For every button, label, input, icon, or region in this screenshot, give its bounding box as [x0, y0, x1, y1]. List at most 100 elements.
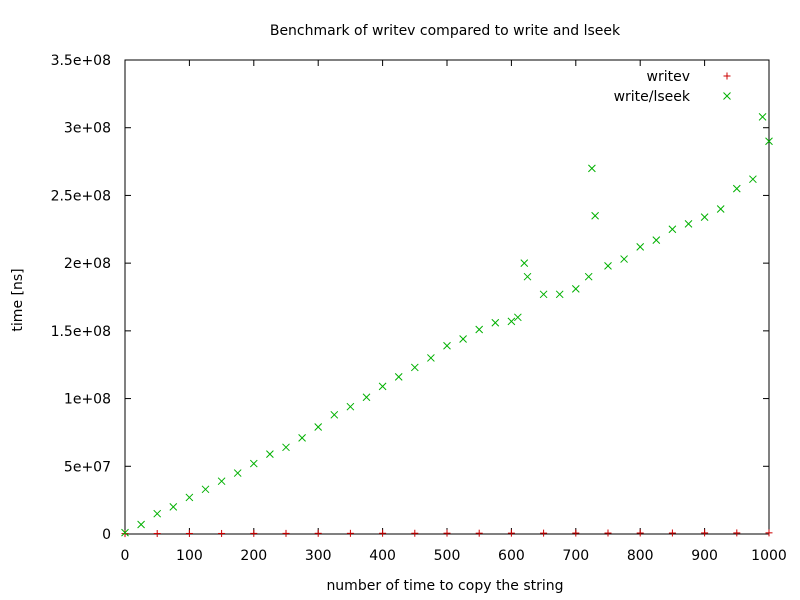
y-tick-label: 3e+08: [64, 121, 111, 137]
data-points: [121, 113, 773, 538]
legend-marker-writev: [723, 72, 731, 80]
series-0: [121, 529, 773, 538]
data-point: [411, 529, 419, 537]
data-point: [233, 469, 242, 477]
legend-marker-write-lseek: [723, 92, 731, 100]
data-point: [314, 529, 322, 537]
data-point: [555, 290, 564, 299]
y-tick-label: 3.5e+08: [51, 53, 111, 69]
data-point: [636, 529, 644, 537]
x-tick-label: 200: [240, 548, 267, 564]
data-point: [540, 529, 548, 537]
data-point: [443, 341, 451, 350]
data-point: [701, 529, 709, 537]
data-point: [121, 530, 129, 538]
x-tick-label: 1000: [751, 548, 787, 564]
data-point: [475, 529, 483, 537]
y-tick-label: 0: [102, 527, 111, 543]
data-point: [153, 530, 161, 538]
y-tick-label: 5e+07: [64, 459, 111, 475]
data-point: [604, 261, 612, 270]
series-1: [121, 113, 773, 537]
y-tick-label: 2.5e+08: [51, 188, 111, 204]
data-point: [620, 255, 628, 263]
data-point: [427, 354, 435, 362]
data-point: [410, 363, 419, 372]
legend-label-write-lseek: write/lseek: [614, 89, 691, 105]
y-tick-label: 1e+08: [64, 392, 111, 408]
data-point: [571, 285, 580, 293]
data-point: [185, 493, 194, 502]
data-point: [379, 529, 387, 537]
data-point: [250, 529, 258, 537]
legend-label-writev: writev: [647, 69, 690, 85]
data-point: [346, 402, 355, 411]
data-point: [185, 529, 193, 537]
data-point: [443, 529, 451, 537]
data-point: [201, 485, 210, 494]
data-point: [732, 184, 741, 193]
data-point: [491, 318, 500, 327]
data-point: [765, 529, 773, 537]
x-tick-label: 900: [691, 548, 718, 564]
data-point: [668, 225, 677, 234]
data-point: [137, 520, 145, 529]
data-point: [765, 137, 773, 146]
x-tick-label: 500: [434, 548, 461, 564]
data-point: [314, 423, 323, 431]
data-point: [749, 175, 757, 184]
data-point: [394, 373, 403, 381]
data-point: [733, 529, 741, 537]
data-point: [520, 259, 529, 267]
data-point: [523, 272, 532, 281]
data-point: [298, 433, 306, 442]
x-tick-label: 800: [627, 548, 654, 564]
data-point: [668, 529, 676, 537]
y-axis-label: time [ns]: [10, 268, 26, 331]
data-point: [346, 529, 354, 537]
data-point: [378, 382, 387, 391]
data-point: [604, 529, 612, 537]
data-point: [513, 313, 522, 322]
data-point: [588, 164, 596, 173]
y-tick-label: 1.5e+08: [51, 324, 111, 340]
axis-ticks: 0 100 200 300 400 500 600 700 800 900 1000 0 5e+07 1e…: [51, 53, 787, 564]
data-point: [362, 393, 371, 402]
data-point: [591, 211, 599, 220]
data-point: [684, 220, 693, 228]
data-point: [217, 477, 226, 486]
data-point: [507, 317, 516, 326]
data-point: [758, 113, 767, 121]
legend: writev write/lseek: [614, 69, 731, 105]
data-point: [475, 325, 484, 334]
data-point: [218, 529, 226, 537]
x-tick-label: 600: [498, 548, 525, 564]
data-point: [700, 213, 709, 221]
data-point: [459, 335, 467, 343]
x-tick-label: 100: [176, 548, 203, 564]
data-point: [249, 459, 258, 468]
data-point: [330, 410, 339, 419]
data-point: [121, 528, 129, 537]
data-point: [636, 243, 645, 251]
data-point: [716, 205, 725, 213]
plot-frame: [124, 59, 770, 535]
data-point: [282, 529, 290, 537]
data-point: [266, 450, 274, 458]
data-point: [652, 236, 661, 244]
x-axis-label: number of time to copy the string: [326, 578, 563, 594]
x-tick-label: 300: [305, 548, 332, 564]
y-tick-label: 2e+08: [64, 256, 111, 272]
data-point: [282, 443, 290, 452]
data-point: [584, 272, 593, 281]
x-tick-label: 0: [121, 548, 130, 564]
x-tick-label: 400: [369, 548, 396, 564]
chart-title: Benchmark of writev compared to write an…: [270, 23, 621, 39]
data-point: [153, 509, 162, 518]
data-point: [572, 529, 580, 537]
data-point: [507, 529, 515, 537]
data-point: [539, 290, 548, 299]
x-tick-label: 700: [562, 548, 589, 564]
data-point: [169, 503, 178, 511]
